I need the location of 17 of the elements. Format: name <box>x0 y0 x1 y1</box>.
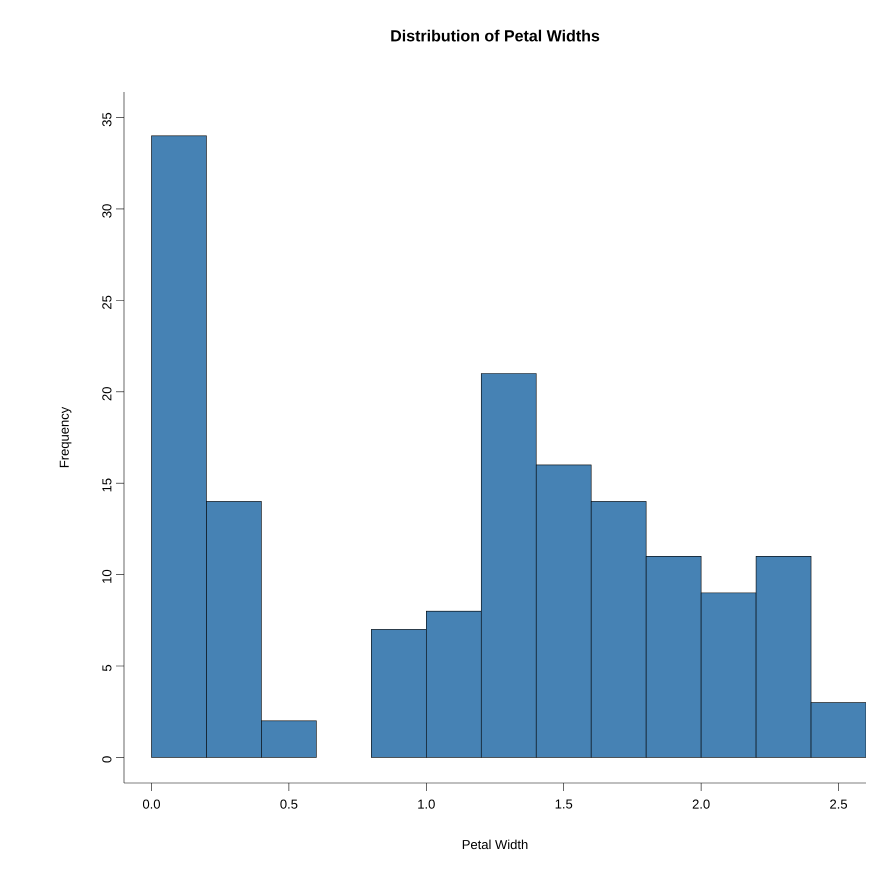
y-tick-label: 35 <box>102 112 112 126</box>
y-tick-label: 0 <box>102 756 112 762</box>
y-tick-label: 30 <box>102 204 112 218</box>
x-tick-label: 2.5 <box>830 800 848 809</box>
y-tick-label: 25 <box>102 296 112 309</box>
y-tick-label: 20 <box>102 387 112 400</box>
x-tick-label: 0.5 <box>280 800 298 809</box>
y-tick-label: 5 <box>102 664 112 672</box>
chart-title: Distribution of Petal Widths <box>391 30 600 42</box>
x-axis-title: Petal Width <box>462 840 528 850</box>
y-tick-label: 10 <box>102 570 112 583</box>
y-axis-title: Frequency <box>60 406 72 468</box>
x-tick-label: 2.0 <box>692 800 710 809</box>
y-tick-label: 15 <box>102 478 112 492</box>
x-tick-label: 1.5 <box>556 800 572 809</box>
x-tick-label: 0.0 <box>142 800 160 809</box>
x-tick-label: 1.0 <box>418 800 435 809</box>
